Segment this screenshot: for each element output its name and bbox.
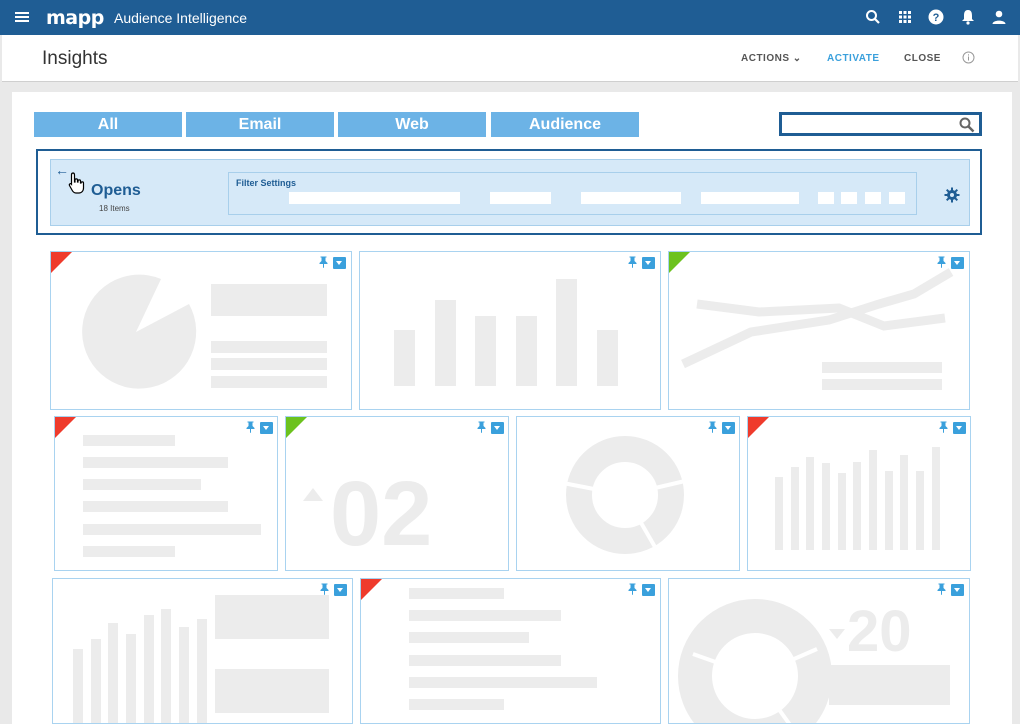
insight-card-bar[interactable] (359, 251, 661, 410)
apps-grid-icon[interactable] (896, 8, 914, 26)
list-placeholder (409, 588, 597, 710)
status-flag (51, 252, 72, 273)
search-box (779, 112, 982, 136)
download-icon[interactable] (951, 584, 964, 596)
bar-chart-placeholder (775, 447, 940, 550)
pin-icon[interactable] (937, 583, 946, 595)
filter-bar: ← Opens 18 Items Filter Settings (50, 159, 970, 226)
actions-label: ACTIONS (741, 53, 790, 64)
donut-chart-placeholder: 20 (678, 599, 950, 723)
filter-field[interactable] (841, 192, 857, 204)
pin-icon[interactable] (708, 421, 717, 433)
status-flag (669, 252, 690, 273)
download-icon[interactable] (722, 422, 735, 434)
filter-panel: ← Opens 18 Items Filter Settings (36, 149, 982, 235)
pin-icon[interactable] (939, 421, 948, 433)
top-navigation-bar: mapp Audience Intelligence ? (0, 0, 1020, 35)
status-flag (286, 417, 307, 438)
hand-cursor-icon (68, 172, 85, 194)
pie-chart-placeholder (82, 274, 327, 389)
pin-icon[interactable] (937, 256, 946, 268)
activate-button[interactable]: ACTIVATE (827, 53, 880, 64)
insight-card-donut-number[interactable]: 20 (668, 578, 970, 724)
status-flag (361, 579, 382, 600)
settings-icon[interactable] (944, 187, 960, 203)
filter-settings-box[interactable]: Filter Settings (228, 172, 917, 215)
line-chart-placeholder (681, 268, 954, 390)
filter-title: Opens (91, 182, 141, 199)
pin-icon[interactable] (319, 256, 328, 268)
search-input[interactable] (782, 115, 952, 133)
bar-chart-placeholder (394, 279, 618, 386)
search-icon[interactable] (864, 8, 882, 26)
filter-field[interactable] (581, 192, 681, 204)
download-icon[interactable] (334, 584, 347, 596)
bar-chart-placeholder (73, 595, 329, 723)
download-icon[interactable] (951, 257, 964, 269)
bell-icon[interactable] (959, 8, 977, 26)
filter-field[interactable] (889, 192, 905, 204)
insight-card-line[interactable] (668, 251, 970, 410)
info-icon[interactable] (962, 51, 975, 64)
menu-icon[interactable] (14, 9, 30, 25)
pin-icon[interactable] (628, 583, 637, 595)
svg-text:?: ? (933, 12, 940, 24)
kpi-number: 02 (330, 463, 432, 565)
mapp-logo[interactable]: mapp (46, 7, 104, 29)
tab-audience[interactable]: Audience (491, 112, 639, 137)
insight-card-donut[interactable] (516, 416, 740, 571)
pin-icon[interactable] (628, 256, 637, 268)
chevron-down-icon: ⌄ (792, 53, 802, 64)
filter-field[interactable] (865, 192, 881, 204)
insight-card-pie[interactable] (50, 251, 352, 410)
status-flag (748, 417, 769, 438)
insight-card-bars[interactable] (747, 416, 971, 571)
user-icon[interactable] (990, 8, 1008, 26)
download-icon[interactable] (642, 584, 655, 596)
donut-chart-placeholder (562, 436, 686, 554)
download-icon[interactable] (260, 422, 273, 434)
item-count: 18 Items (99, 204, 130, 213)
pin-icon[interactable] (320, 583, 329, 595)
pin-icon[interactable] (246, 421, 255, 433)
download-icon[interactable] (333, 257, 346, 269)
back-arrow-icon[interactable]: ← (55, 162, 69, 178)
search-icon[interactable] (958, 116, 976, 134)
page-title: Insights (42, 48, 108, 69)
tab-email[interactable]: Email (186, 112, 334, 137)
page-header: Insights ACTIONS ⌄ ACTIVATE CLOSE (2, 35, 1018, 82)
number-placeholder: 02 (303, 463, 432, 565)
tab-web[interactable]: Web (338, 112, 486, 137)
insight-card-list[interactable] (54, 416, 278, 571)
download-icon[interactable] (491, 422, 504, 434)
download-icon[interactable] (953, 422, 966, 434)
filter-settings-label: Filter Settings (236, 178, 297, 188)
filter-field[interactable] (490, 192, 551, 204)
download-icon[interactable] (642, 257, 655, 269)
insight-card-list[interactable] (360, 578, 661, 724)
pin-icon[interactable] (477, 421, 486, 433)
insight-card-bars-blocks[interactable] (52, 578, 353, 724)
status-flag (55, 417, 76, 438)
kpi-number: 20 (847, 599, 912, 664)
help-icon[interactable]: ? (927, 8, 945, 26)
close-button[interactable]: CLOSE (904, 53, 941, 64)
tab-all[interactable]: All (34, 112, 182, 137)
filter-field[interactable] (818, 192, 834, 204)
main-content: All Email Web Audience ← Opens 18 Items … (12, 92, 1012, 724)
insight-card-number[interactable]: 02 (285, 416, 509, 571)
filter-field[interactable] (289, 192, 460, 204)
actions-button[interactable]: ACTIONS ⌄ (741, 53, 802, 64)
app-title: Audience Intelligence (114, 10, 248, 26)
filter-field[interactable] (701, 192, 799, 204)
list-placeholder (83, 435, 261, 557)
